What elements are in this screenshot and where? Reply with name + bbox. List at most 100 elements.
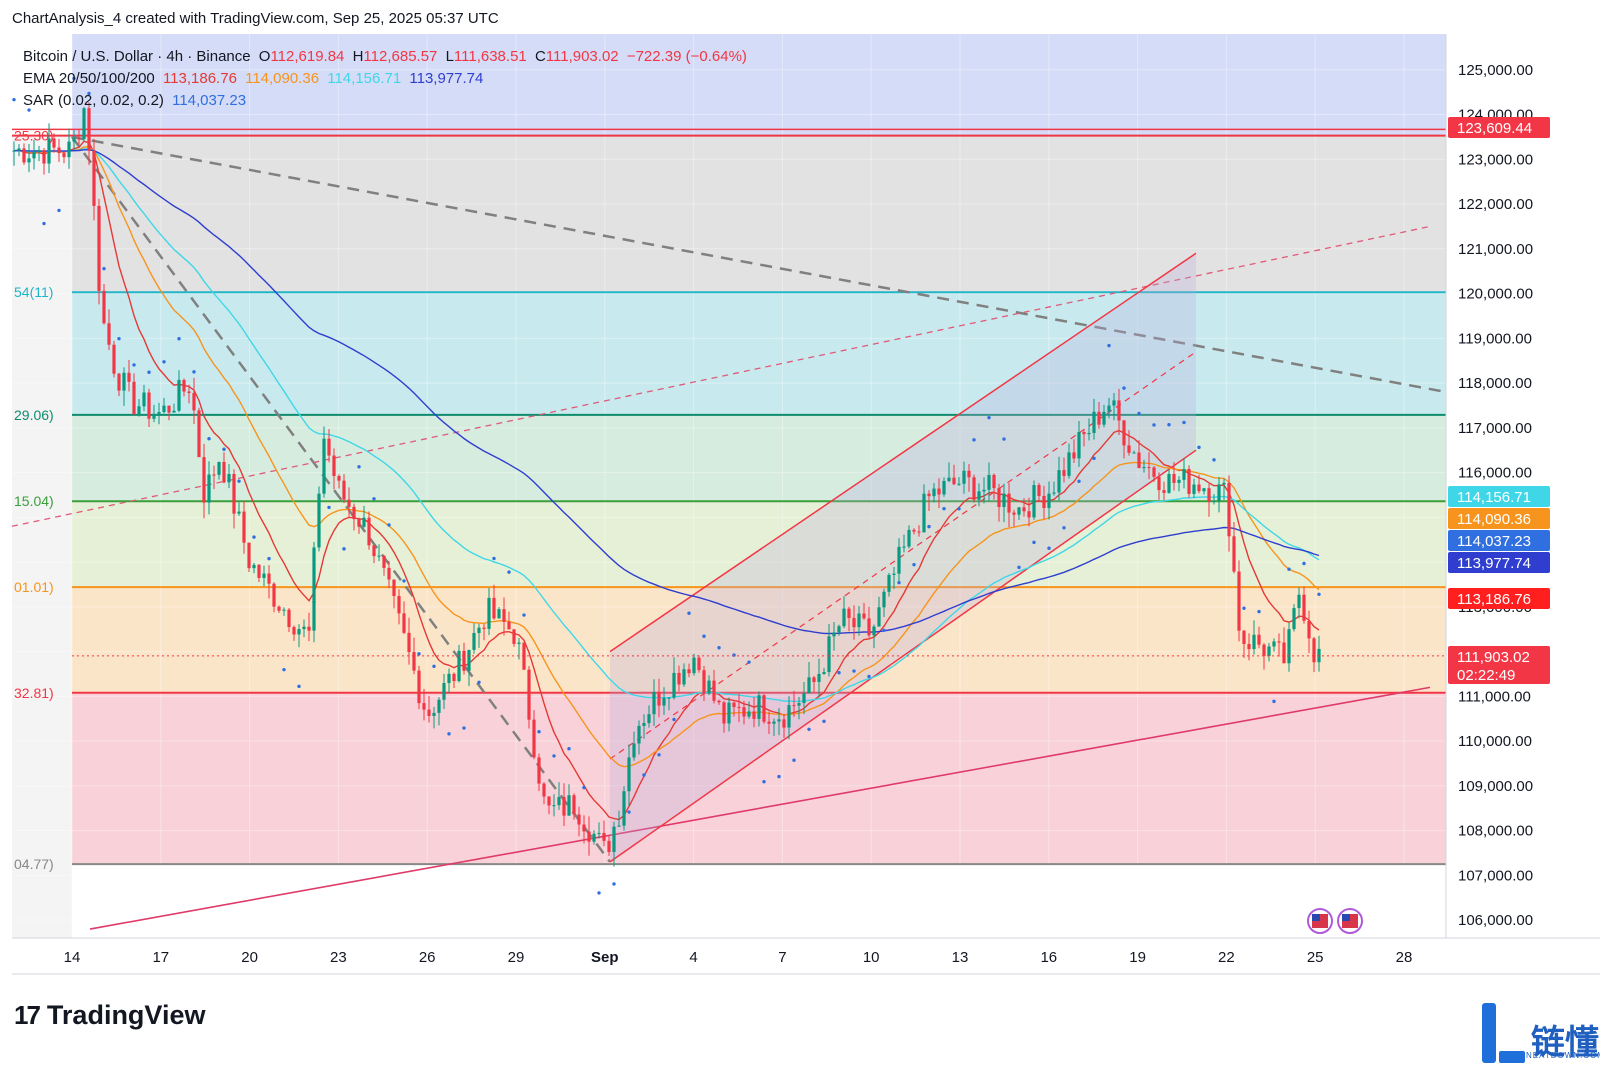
candle-up [1002, 493, 1006, 507]
candle-down [1162, 490, 1166, 493]
sar-value: 114,037.23 [172, 92, 247, 109]
candle-up [1292, 608, 1296, 630]
candle-down [852, 618, 856, 628]
symbol-label[interactable]: Bitcoin / U.S. Dollar · 4h · Binance [23, 48, 251, 65]
sar-dot [267, 556, 271, 561]
sar-dot [1107, 343, 1111, 348]
candle-down [502, 609, 506, 622]
grid [12, 34, 1446, 938]
candle-up [672, 672, 676, 698]
candle-up [807, 677, 811, 694]
candle-up [312, 547, 316, 631]
band-4 [72, 501, 1446, 588]
candle-down [452, 673, 456, 682]
candle-up [872, 626, 876, 636]
price-label-text: 113,977.74 [1457, 555, 1531, 572]
candle-down [992, 474, 996, 489]
legend-sar-row: SAR (0.02, 0.02, 0.2) 114,037.23 [23, 90, 751, 112]
sar-dot [597, 891, 601, 895]
sar-label[interactable]: SAR (0.02, 0.02, 0.2) [23, 92, 164, 109]
y-axis-labels: 125,000.00124,000.00123,000.00122,000.00… [1458, 62, 1533, 929]
sar-dot [27, 108, 31, 112]
sar-dot [702, 634, 706, 638]
trendline-down-long [71, 135, 1447, 394]
candle-down [357, 519, 361, 527]
candle-up [322, 438, 326, 494]
candle-up [1047, 493, 1051, 508]
candle-down [867, 618, 871, 636]
sar-dot [627, 810, 631, 814]
candle-up [17, 148, 21, 151]
candle-down [1207, 488, 1211, 502]
candle-down [937, 488, 941, 495]
sar-dot [492, 556, 496, 561]
candle-down [462, 650, 466, 671]
sar-dot [297, 684, 301, 689]
candle-down [1152, 467, 1156, 477]
candle-up [642, 723, 646, 726]
sar-dot [132, 363, 136, 367]
candle-down [1027, 511, 1031, 518]
candle-up [1297, 594, 1301, 609]
candle-up [1177, 479, 1181, 483]
y-tick-label: 121,000.00 [1458, 241, 1533, 258]
candle-down [732, 702, 736, 708]
candle-up [652, 691, 656, 715]
sar-dot [447, 732, 451, 736]
candle-down [1282, 642, 1286, 664]
sar-dot [432, 664, 436, 669]
candle-down [52, 138, 56, 148]
candle-down [782, 719, 786, 728]
fib-bands [12, 34, 1446, 938]
candle-up [907, 529, 911, 547]
candle-up [162, 405, 166, 413]
candle-up [1092, 411, 1096, 433]
candle-up [612, 826, 616, 852]
price-label-text: 114,090.36 [1457, 511, 1531, 528]
sar-dot [867, 674, 871, 679]
change-value: −722.39 (−0.64%) [626, 48, 747, 65]
candle-down [187, 391, 191, 393]
sar-dot [1257, 609, 1261, 614]
candle-down [1022, 507, 1026, 512]
candle-down [412, 652, 416, 671]
ema20-value: 113,186.76 [162, 70, 237, 87]
candle-down [382, 555, 386, 568]
sar-dot [237, 479, 241, 483]
tradingview-logo[interactable]: 17 TradingView [14, 1000, 205, 1031]
candle-up [857, 613, 861, 628]
candle-down [862, 613, 866, 619]
candle-down [247, 542, 251, 569]
axes [12, 34, 1600, 975]
fib-label: 04.77) [14, 856, 54, 872]
sar-dot [642, 773, 646, 777]
sar-dot [897, 580, 901, 585]
candle-down [352, 506, 356, 520]
candle-up [667, 697, 671, 699]
candle-up [82, 108, 86, 140]
sar-dot [357, 465, 361, 469]
candle-down [277, 606, 281, 611]
candle-down [1187, 468, 1191, 494]
candle-down [912, 529, 916, 532]
sar-dot [342, 547, 346, 551]
x-tick-label: 13 [952, 949, 969, 966]
candle-up [432, 712, 436, 716]
candle-down [742, 707, 746, 717]
x-tick-label: 28 [1396, 949, 1413, 966]
candle-down [397, 595, 401, 614]
candle-up [1067, 452, 1071, 476]
candle-up [37, 150, 41, 153]
price-label-bg [1448, 508, 1550, 529]
candle-up [447, 673, 451, 684]
candle-up [662, 697, 666, 706]
sar-dot [957, 507, 961, 511]
fib-label: 15.04) [14, 493, 54, 509]
candle-up [472, 632, 476, 650]
candle-down [572, 795, 576, 815]
sar-dot [762, 780, 766, 784]
sar-dot [777, 774, 781, 779]
watermark-icon-base [1499, 1051, 1525, 1063]
ema-label[interactable]: EMA 20/50/100/200 [23, 70, 155, 87]
